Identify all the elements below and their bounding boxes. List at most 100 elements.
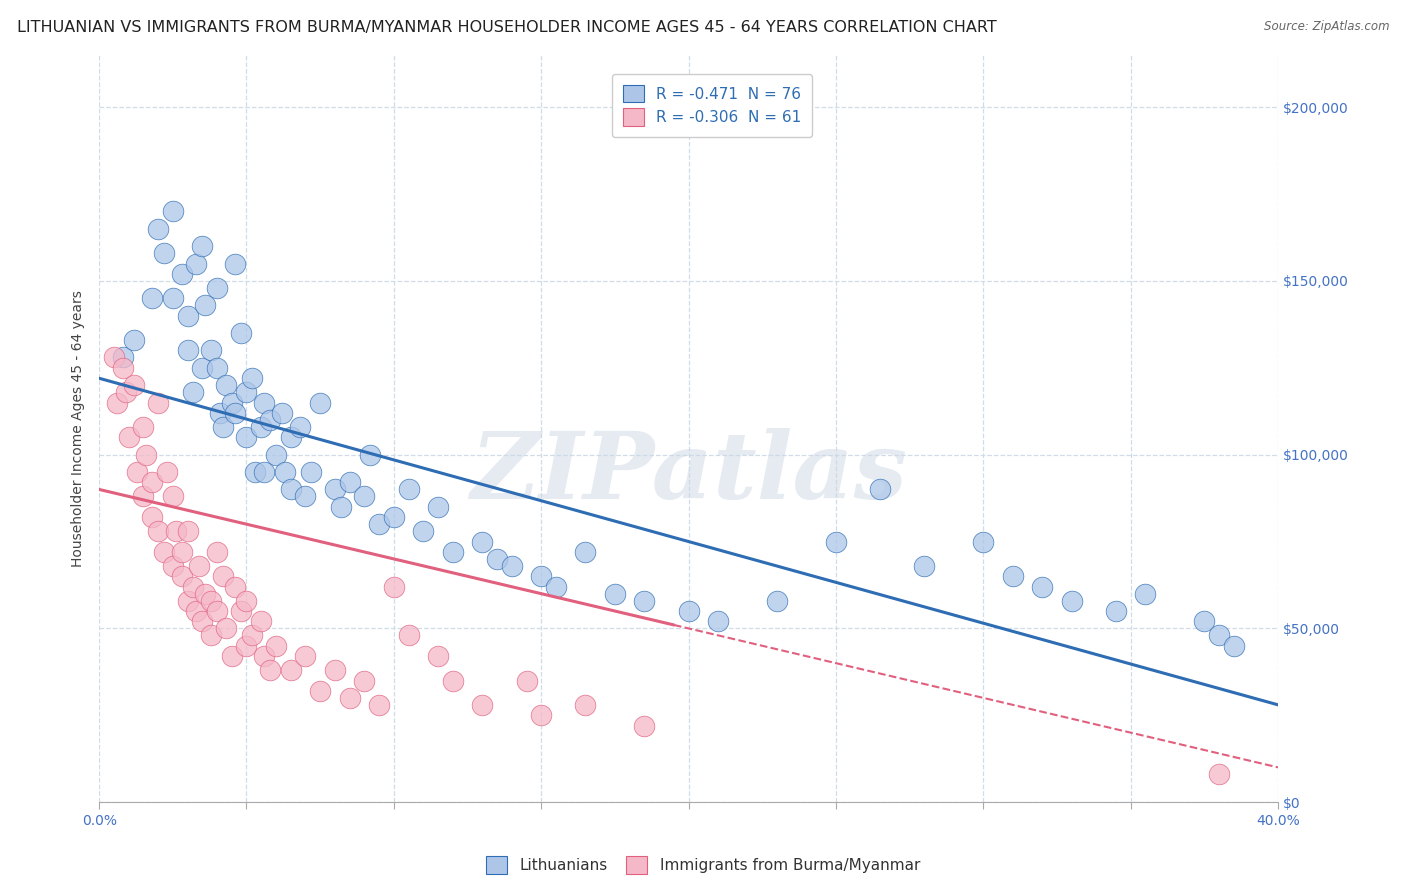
Point <box>146 395 169 409</box>
Point <box>633 719 655 733</box>
Point <box>1208 628 1230 642</box>
Point <box>183 385 205 400</box>
Point <box>603 587 626 601</box>
Point <box>229 604 252 618</box>
Point <box>515 673 537 688</box>
Point <box>678 604 700 618</box>
Point <box>215 622 238 636</box>
Point <box>124 333 146 347</box>
Point <box>707 615 730 629</box>
Legend: Lithuanians, Immigrants from Burma/Myanmar: Lithuanians, Immigrants from Burma/Myanm… <box>479 850 927 880</box>
Point <box>221 649 243 664</box>
Point <box>162 489 184 503</box>
Point <box>1223 639 1246 653</box>
Point <box>117 430 139 444</box>
Point <box>105 395 128 409</box>
Point <box>212 569 235 583</box>
Point <box>194 587 217 601</box>
Point <box>412 524 434 538</box>
Point <box>127 465 149 479</box>
Point <box>170 569 193 583</box>
Point <box>972 534 994 549</box>
Point <box>205 604 228 618</box>
Point <box>170 267 193 281</box>
Point <box>111 351 134 365</box>
Point <box>141 510 163 524</box>
Point <box>253 465 276 479</box>
Point <box>141 291 163 305</box>
Point <box>574 698 596 712</box>
Point <box>280 663 302 677</box>
Point <box>176 343 198 358</box>
Text: ZIPatlas: ZIPatlas <box>470 428 907 518</box>
Point <box>574 545 596 559</box>
Point <box>259 663 281 677</box>
Point <box>162 558 184 573</box>
Point <box>323 483 346 497</box>
Point <box>274 465 297 479</box>
Point <box>441 545 464 559</box>
Point <box>530 569 553 583</box>
Point <box>176 524 198 538</box>
Point <box>153 246 176 260</box>
Point <box>146 222 169 236</box>
Point <box>186 257 208 271</box>
Point <box>183 580 205 594</box>
Point <box>353 489 375 503</box>
Point <box>280 483 302 497</box>
Point <box>250 420 273 434</box>
Point <box>224 580 246 594</box>
Point <box>329 500 352 514</box>
Point <box>398 483 420 497</box>
Point <box>368 517 391 532</box>
Point <box>501 558 523 573</box>
Point <box>191 615 214 629</box>
Point <box>294 649 316 664</box>
Point <box>427 649 450 664</box>
Point <box>156 465 179 479</box>
Point <box>224 406 246 420</box>
Point <box>427 500 450 514</box>
Point <box>339 690 361 705</box>
Point <box>1105 604 1128 618</box>
Point <box>200 628 222 642</box>
Point <box>146 524 169 538</box>
Point <box>188 558 211 573</box>
Point <box>221 395 243 409</box>
Point <box>280 430 302 444</box>
Point <box>309 395 332 409</box>
Point <box>205 545 228 559</box>
Point <box>825 534 848 549</box>
Point <box>191 239 214 253</box>
Point <box>224 257 246 271</box>
Point <box>235 385 257 400</box>
Point <box>294 489 316 503</box>
Point <box>1001 569 1024 583</box>
Point <box>200 593 222 607</box>
Point <box>235 639 257 653</box>
Point <box>339 475 361 490</box>
Text: LITHUANIAN VS IMMIGRANTS FROM BURMA/MYANMAR HOUSEHOLDER INCOME AGES 45 - 64 YEAR: LITHUANIAN VS IMMIGRANTS FROM BURMA/MYAN… <box>17 20 997 35</box>
Point <box>530 708 553 723</box>
Point <box>471 698 494 712</box>
Point <box>288 420 311 434</box>
Point <box>165 524 187 538</box>
Point <box>205 360 228 375</box>
Point <box>200 343 222 358</box>
Point <box>229 326 252 340</box>
Point <box>1194 615 1216 629</box>
Point <box>398 628 420 642</box>
Point <box>132 420 155 434</box>
Point <box>235 593 257 607</box>
Point <box>264 448 287 462</box>
Point <box>162 291 184 305</box>
Point <box>242 628 264 642</box>
Point <box>912 558 935 573</box>
Point <box>359 448 381 462</box>
Point <box>323 663 346 677</box>
Point <box>242 371 264 385</box>
Point <box>141 475 163 490</box>
Point <box>132 489 155 503</box>
Point <box>114 385 136 400</box>
Point <box>176 309 198 323</box>
